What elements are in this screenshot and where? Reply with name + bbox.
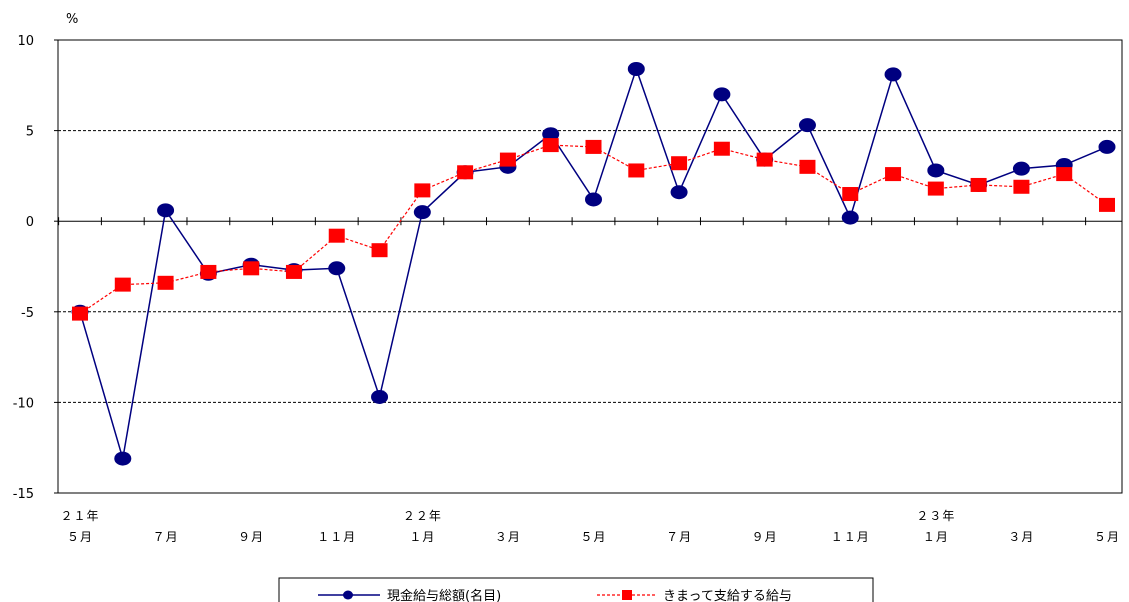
series-1-point [627, 61, 645, 76]
y-tick-label: 10 [17, 34, 34, 49]
series-2-point [200, 264, 217, 279]
series-2-point [72, 306, 88, 321]
series-layer [71, 61, 1116, 466]
series-1-point [798, 118, 816, 133]
series-2-point [499, 152, 516, 167]
series-2-point [970, 177, 987, 192]
plot-area-border [57, 39, 1123, 494]
series-2-point [1056, 167, 1073, 182]
series-1-point [884, 67, 902, 82]
series-1-point [157, 203, 175, 218]
series-2-point [114, 277, 131, 292]
legend-marker-series-2 [622, 590, 632, 600]
x-tick-labels: ２１年 ５月 ７月 ９月 １１月 ２２年 １月 ３月 ５月 ７月 ９月 １１月 ２３年 １月 ３月 ５月 [60, 509, 1120, 544]
x-month-label: ７月 [153, 530, 179, 544]
series-2-point [585, 139, 602, 154]
x-month-label: １月 [923, 530, 949, 544]
x-month-label: １１月 [831, 530, 870, 544]
series-2-point [457, 165, 474, 180]
x-year-label: ２３年 [916, 509, 955, 523]
series-2-point [842, 187, 859, 202]
x-month-label: ９月 [752, 530, 778, 544]
x-month-label: ３月 [495, 530, 521, 544]
series-1-point [413, 205, 431, 220]
series-2-point [1099, 197, 1115, 212]
series-2-point [542, 138, 559, 153]
y-tick-label: -15 [13, 487, 34, 502]
y-tick-labels: 10 5 0 -5 -10 -15 [13, 34, 34, 502]
series-2-point [157, 275, 174, 290]
series-2-point [927, 181, 944, 196]
series-2-point [713, 141, 730, 156]
series-line-2 [79, 144, 1108, 315]
series-2-point [756, 152, 773, 167]
series-2-point [243, 261, 260, 276]
series-2-point [671, 156, 688, 171]
y-tick-label: -5 [21, 306, 34, 321]
series-1-point [1098, 139, 1116, 154]
legend-box [278, 577, 874, 602]
y-tick-label: -10 [13, 396, 34, 411]
x-year-label: ２１年 [60, 509, 99, 523]
series-1-point [841, 210, 859, 225]
series-2-point [628, 163, 645, 178]
series-line-1 [79, 66, 1108, 459]
series-1-point [328, 261, 346, 276]
y-tick-label: 0 [26, 215, 34, 230]
series-1-point [542, 127, 560, 142]
legend-label-series-2: きまって支給する給与 [663, 589, 792, 602]
series-2-point [1013, 179, 1030, 194]
legend-label-series-1: 現金給与総額(名目) [387, 588, 501, 602]
x-month-label: ５月 [1094, 530, 1120, 544]
x-month-label: ５月 [580, 530, 606, 544]
series-2-point [885, 167, 902, 182]
series-1-point [927, 163, 945, 178]
series-2-point [371, 243, 388, 258]
series-1-point [670, 185, 688, 200]
series-1-point [585, 192, 602, 207]
series-2-point [328, 228, 345, 243]
series-1-point [1012, 161, 1030, 176]
x-month-label: ７月 [666, 530, 692, 544]
x-year-label: ２２年 [403, 509, 442, 523]
x-month-label: １１月 [317, 530, 356, 544]
series-2-point [285, 264, 302, 279]
legend: 現金給与総額(名目) きまって支給する給与 [278, 577, 874, 602]
series-1-point [114, 451, 132, 466]
series-1-point [371, 389, 389, 404]
y-tick-label: 5 [26, 125, 34, 140]
legend-marker-series-1 [343, 590, 353, 600]
series-2-point [414, 183, 431, 198]
x-month-label: ３月 [1008, 530, 1034, 544]
y-unit-label: % [66, 12, 78, 27]
series-2-point [799, 159, 816, 174]
x-month-label: ９月 [238, 530, 264, 544]
x-month-label: ５月 [67, 530, 93, 544]
series-1-point [713, 87, 731, 102]
grid-layer [58, 130, 1122, 403]
x-month-label: １月 [409, 530, 435, 544]
